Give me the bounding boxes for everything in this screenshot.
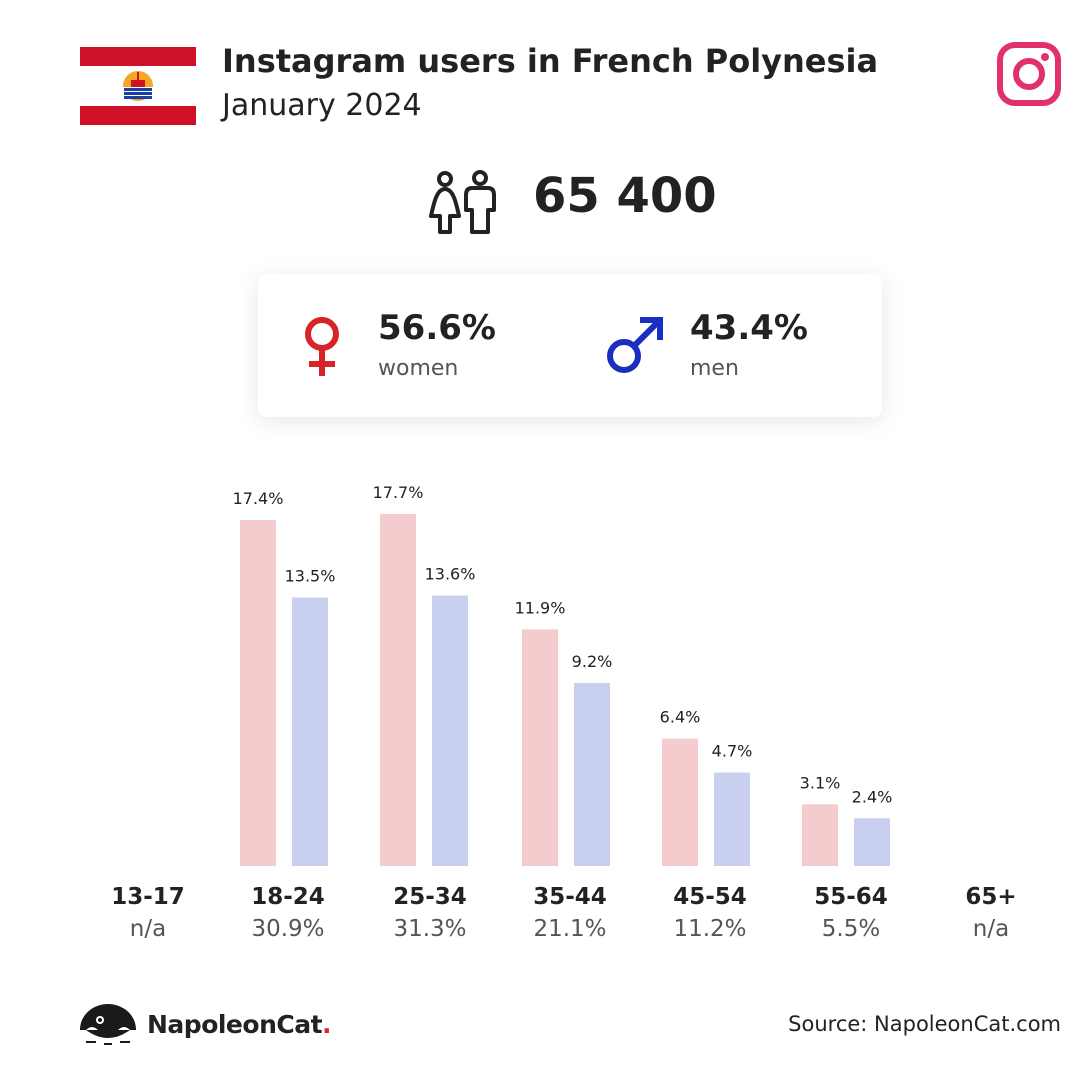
page-subtitle: January 2024 bbox=[222, 88, 422, 123]
bar-value-label-women-25-34: 17.7% bbox=[373, 483, 424, 502]
age-group-label-18-24: 18-24 bbox=[251, 884, 325, 910]
bar-women-35-44 bbox=[522, 629, 558, 866]
men-label: men bbox=[690, 356, 739, 381]
bar-men-18-24 bbox=[292, 597, 328, 866]
women-label: women bbox=[378, 356, 459, 381]
age-group-label-13-17: 13-17 bbox=[111, 884, 185, 910]
bar-women-18-24 bbox=[240, 519, 276, 866]
brand-name: NapoleonCat. bbox=[147, 1010, 332, 1039]
napoleoncat-logo-icon bbox=[80, 1004, 136, 1045]
bar-value-label-men-55-64: 2.4% bbox=[852, 787, 893, 806]
female-symbol-icon bbox=[305, 317, 339, 376]
bar-men-55-64 bbox=[854, 818, 890, 866]
bar-value-label-men-25-34: 13.6% bbox=[425, 565, 476, 584]
bar-women-45-54 bbox=[662, 738, 698, 866]
bar-value-label-men-35-44: 9.2% bbox=[572, 652, 613, 671]
french-polynesia-flag bbox=[80, 47, 196, 125]
bar-women-25-34 bbox=[380, 514, 416, 866]
age-group-total-35-44: 21.1% bbox=[533, 916, 607, 942]
instagram-icon bbox=[997, 42, 1061, 106]
age-group-total-18-24: 30.9% bbox=[251, 916, 325, 942]
age-group-label-55-64: 55-64 bbox=[814, 884, 888, 910]
bar-value-label-women-55-64: 3.1% bbox=[800, 773, 841, 792]
bar-value-label-women-18-24: 17.4% bbox=[233, 489, 284, 508]
age-group-label-65+: 65+ bbox=[965, 884, 1017, 910]
bar-men-35-44 bbox=[574, 683, 610, 866]
bar-value-label-women-35-44: 11.9% bbox=[515, 598, 566, 617]
bar-value-label-men-45-54: 4.7% bbox=[712, 742, 753, 761]
men-percentage: 43.4% bbox=[690, 308, 808, 348]
page-title: Instagram users in French Polynesia bbox=[222, 42, 879, 80]
age-group-total-13-17: n/a bbox=[129, 916, 167, 942]
age-group-total-25-34: 31.3% bbox=[393, 916, 467, 942]
bar-men-45-54 bbox=[714, 772, 750, 866]
users-icon bbox=[429, 170, 496, 234]
bar-value-label-women-45-54: 6.4% bbox=[660, 708, 701, 727]
bar-women-55-64 bbox=[802, 804, 838, 866]
bar-value-label-men-18-24: 13.5% bbox=[285, 567, 336, 586]
total-users-value: 65 400 bbox=[533, 168, 717, 224]
bar-men-25-34 bbox=[432, 595, 468, 866]
age-group-label-25-34: 25-34 bbox=[393, 884, 467, 910]
women-percentage: 56.6% bbox=[378, 308, 496, 348]
male-symbol-icon bbox=[607, 317, 663, 373]
age-group-total-55-64: 5.5% bbox=[821, 916, 881, 942]
age-group-total-65+: n/a bbox=[972, 916, 1010, 942]
gender-split-card: 56.6% women 43.4% men bbox=[258, 274, 882, 417]
age-gender-bar-chart: 17.4% 13.5% 17.7% 13.6% 11.9% 9.2% 6.4% 4.7% 3.1… bbox=[233, 483, 893, 866]
age-group-label-35-44: 35-44 bbox=[533, 884, 607, 910]
age-group-label-45-54: 45-54 bbox=[673, 884, 747, 910]
source-credit: Source: NapoleonCat.com bbox=[788, 1012, 1061, 1036]
age-group-total-45-54: 11.2% bbox=[673, 916, 747, 942]
